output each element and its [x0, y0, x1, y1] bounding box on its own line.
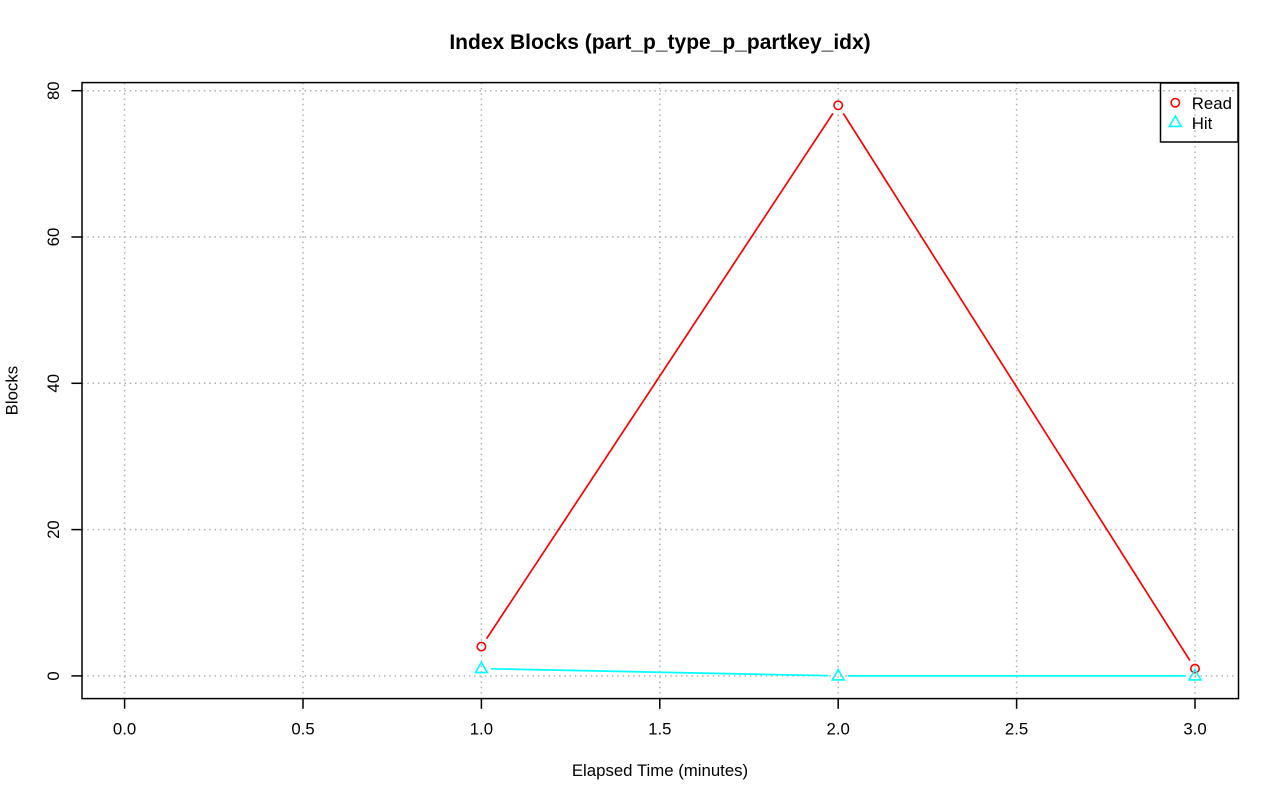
svg-text:0: 0 — [44, 671, 63, 680]
svg-text:60: 60 — [44, 228, 63, 247]
svg-text:0.5: 0.5 — [291, 719, 314, 738]
svg-text:40: 40 — [44, 374, 63, 393]
svg-text:1.5: 1.5 — [648, 719, 671, 738]
svg-text:1.0: 1.0 — [470, 719, 493, 738]
svg-text:80: 80 — [44, 81, 63, 100]
svg-text:Elapsed Time (minutes): Elapsed Time (minutes) — [572, 761, 748, 780]
svg-text:0.0: 0.0 — [113, 719, 136, 738]
svg-text:Hit: Hit — [1192, 114, 1213, 133]
svg-text:Index Blocks (part_p_type_p_pa: Index Blocks (part_p_type_p_partkey_idx) — [449, 31, 870, 54]
svg-text:Blocks: Blocks — [3, 366, 22, 415]
svg-text:Read: Read — [1192, 94, 1232, 113]
svg-text:2.0: 2.0 — [827, 719, 850, 738]
svg-text:3.0: 3.0 — [1183, 719, 1206, 738]
svg-text:2.5: 2.5 — [1005, 719, 1028, 738]
svg-text:20: 20 — [44, 520, 63, 539]
